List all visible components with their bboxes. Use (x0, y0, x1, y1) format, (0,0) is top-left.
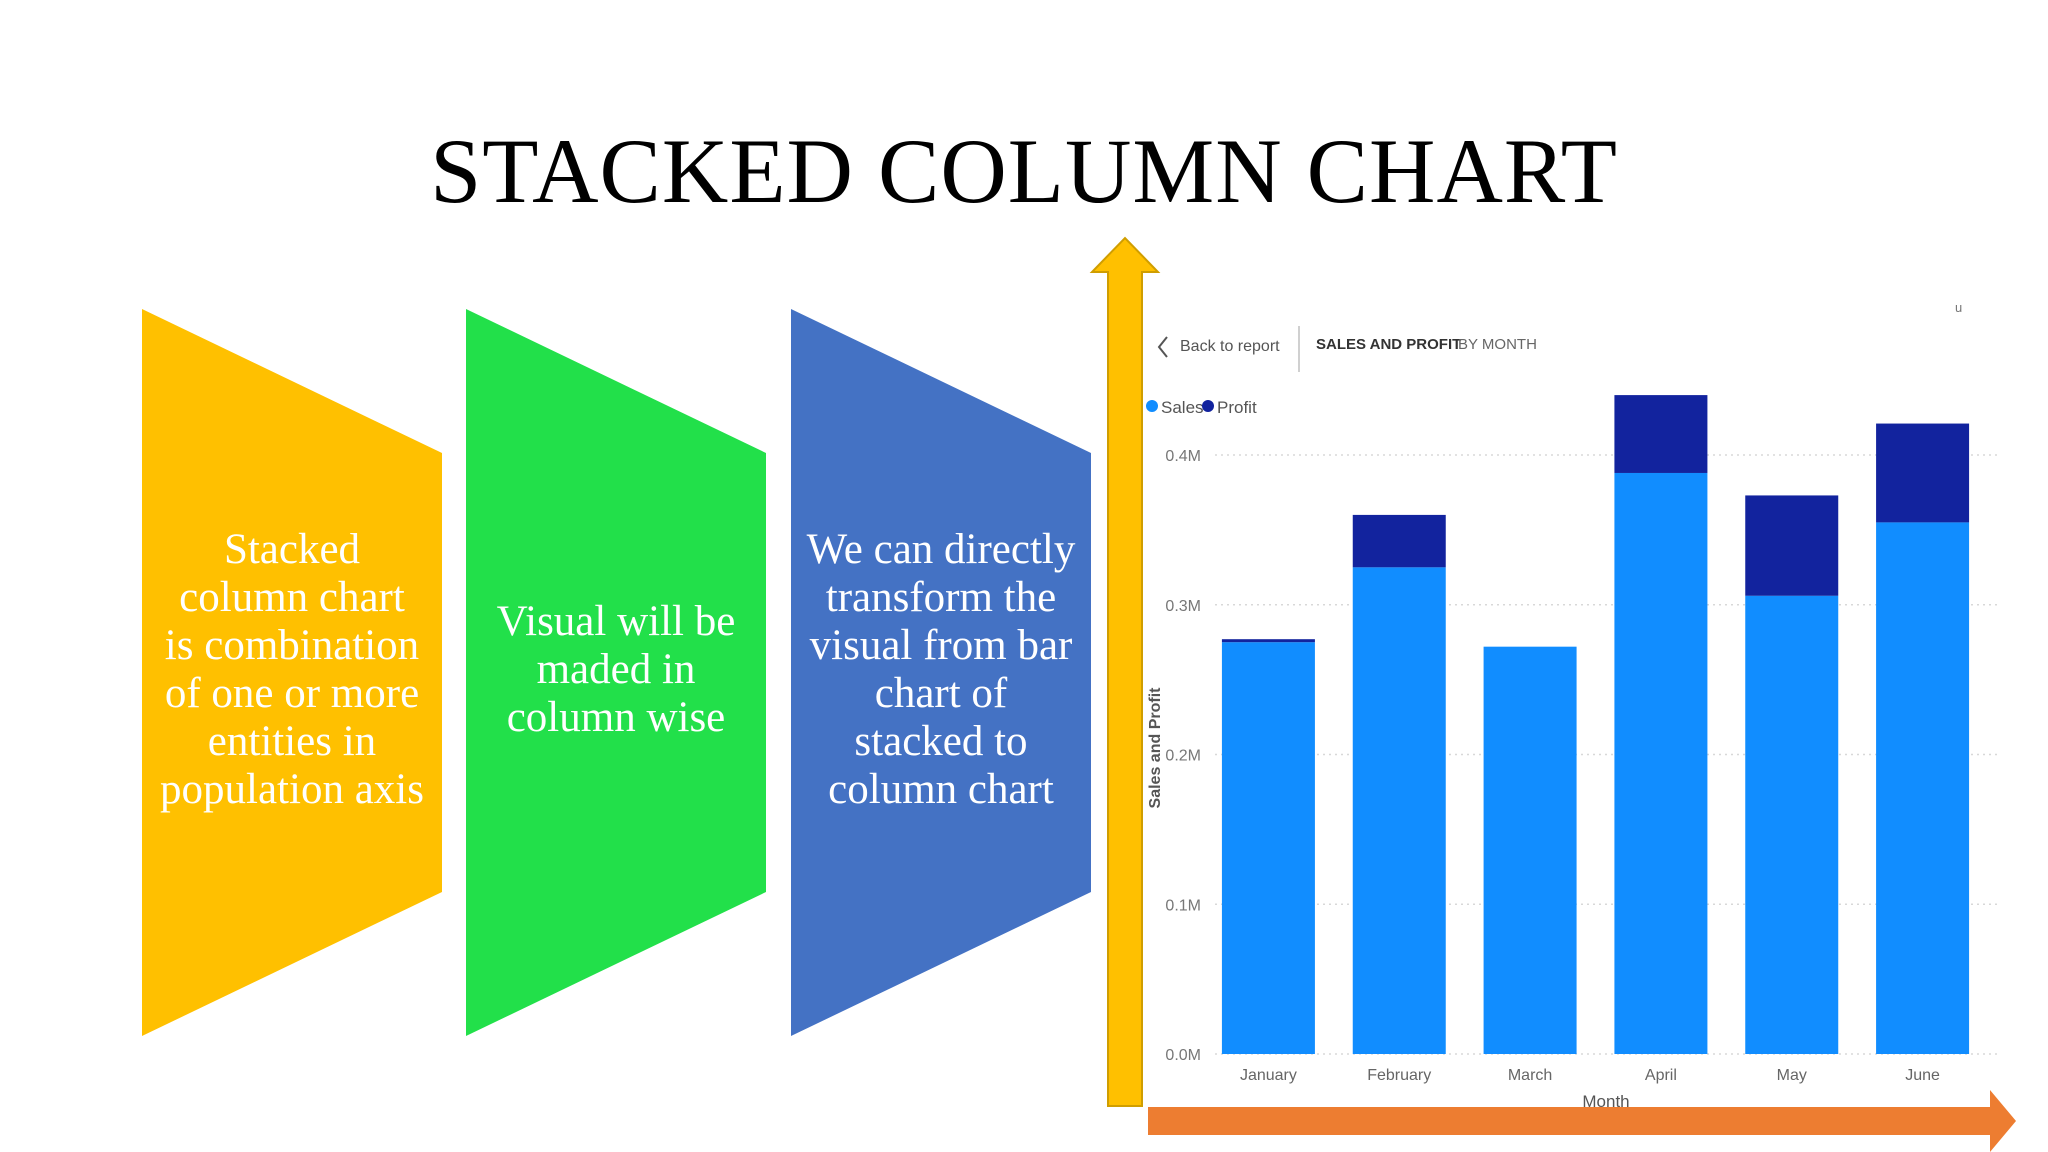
x-tick-label: January (1240, 1067, 1297, 1084)
panel-1-text: Stacked column chart is combination of o… (160, 526, 424, 813)
legend-marker-profit (1202, 400, 1214, 412)
y-tick-label: 0.1M (1165, 897, 1201, 914)
corner-mark: u (1955, 300, 1963, 315)
x-tick-label: February (1367, 1067, 1431, 1084)
bar-sales-january[interactable] (1221, 642, 1315, 1054)
slide-title: STACKED COLUMN CHART (430, 120, 1618, 222)
panel-1-shape (142, 309, 442, 1036)
panel-2-shape (466, 309, 766, 1036)
y-axis-title: Sales and Profit (1147, 687, 1164, 809)
chevron-left-icon (1157, 336, 1168, 358)
grid-layer (1215, 454, 2000, 1055)
x-axis-title: Month (1582, 1092, 1629, 1111)
panel-2-text: Visual will be maded in column wise (496, 598, 736, 741)
up-arrow-shape (1089, 236, 1161, 1107)
x-tick-label: March (1508, 1067, 1552, 1084)
bar-sales-may[interactable] (1745, 595, 1839, 1054)
y-tick-label: 0.2M (1165, 748, 1201, 765)
report-header-subtitle: BY MONTH (1458, 336, 1537, 353)
bar-profit-may[interactable] (1745, 495, 1839, 596)
bar-layer (1221, 395, 1970, 1055)
legend-layer: Sales Profit (1146, 398, 1257, 417)
bar-profit-february[interactable] (1352, 514, 1446, 568)
bar-sales-june[interactable] (1876, 522, 1970, 1054)
legend-label-sales: Sales (1161, 398, 1204, 417)
bar-sales-april[interactable] (1614, 472, 1708, 1055)
bar-profit-april[interactable] (1614, 395, 1708, 473)
back-to-report-label: Back to report (1180, 338, 1280, 355)
right-arrow-shape (1148, 1090, 2016, 1152)
bar-sales-march[interactable] (1483, 646, 1577, 1054)
legend-label-profit: Profit (1217, 398, 1257, 417)
back-to-report-link[interactable]: Back to report (1156, 332, 1280, 362)
header-divider (1298, 326, 1300, 372)
bar-sales-february[interactable] (1352, 567, 1446, 1054)
x-tick-label: May (1777, 1067, 1807, 1084)
bar-profit-january[interactable] (1221, 639, 1315, 643)
bar-profit-june[interactable] (1876, 423, 1970, 523)
y-tick-label: 0.4M (1165, 448, 1201, 465)
x-tick-label: June (1905, 1067, 1940, 1084)
y-tick-label: 0.3M (1165, 598, 1201, 615)
x-tick-label: April (1645, 1067, 1677, 1084)
y-tick-label: 0.0M (1165, 1047, 1201, 1064)
label-layer: 0.0M 0.1M 0.2M 0.3M 0.4M January February March… (1147, 448, 1940, 1111)
panel-3-text: We can directly transform the visual fro… (806, 526, 1076, 813)
panel-3-shape (791, 309, 1091, 1036)
report-header-title: SALES AND PROFIT (1316, 336, 1462, 353)
legend-marker-sales (1146, 400, 1158, 412)
